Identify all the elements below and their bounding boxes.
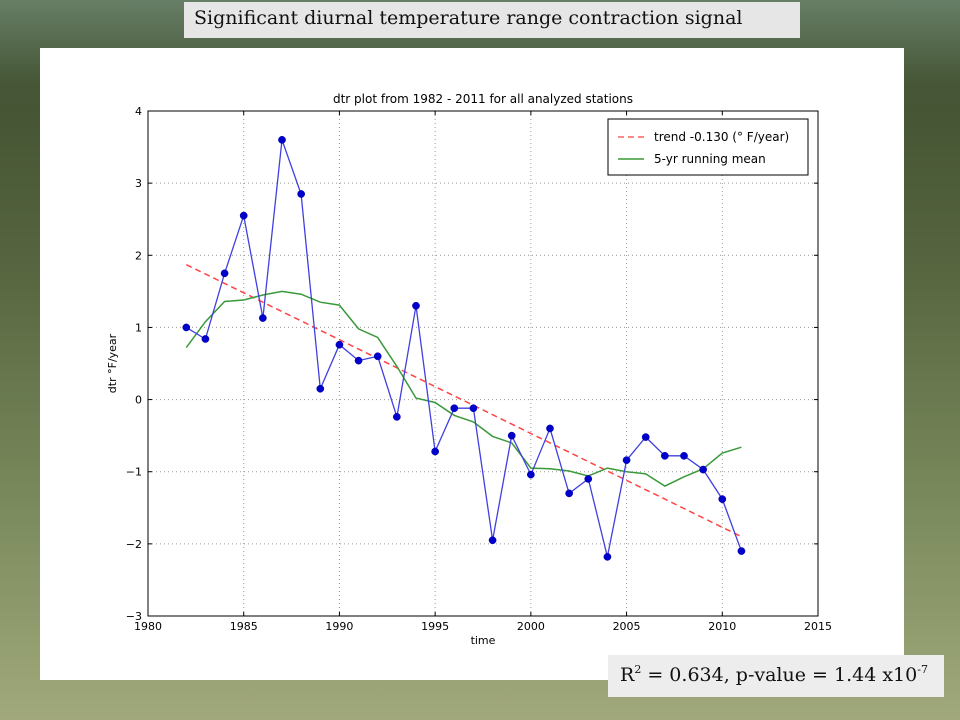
data-point (393, 413, 401, 421)
data-point (718, 495, 727, 503)
x-tick-label: 1995 (421, 620, 449, 633)
x-tick-label: 1985 (230, 620, 258, 633)
data-point (546, 424, 554, 433)
data-point (603, 552, 612, 561)
series-layer (182, 136, 746, 561)
y-tick-label: 1 (135, 321, 142, 334)
y-tick-label: 2 (135, 249, 142, 262)
data-point (297, 190, 305, 198)
data-point (316, 384, 325, 393)
x-tick-label: 2010 (708, 620, 736, 633)
legend-mean-label: 5-yr running mean (654, 152, 766, 166)
regression-stats: R2 = 0.634, p-value = 1.44 x10-7 (608, 655, 944, 697)
y-tick-label: 3 (135, 177, 142, 190)
chart-title: dtr plot from 1982 - 2011 for all analyz… (333, 92, 633, 106)
data-point (335, 340, 344, 349)
x-tick-label: 1980 (134, 620, 162, 633)
y-tick-label: −3 (126, 610, 142, 623)
grid-lines (148, 111, 818, 616)
data-point (661, 451, 669, 460)
data-point (699, 465, 707, 474)
dtr-chart: dtr plot from 1982 - 2011 for all analyz… (106, 92, 832, 647)
data-point (680, 451, 688, 460)
data-point (239, 211, 248, 220)
data-point (201, 335, 210, 343)
data-point (259, 314, 267, 322)
slide-title: Significant diurnal temperature range co… (184, 2, 800, 38)
slide-title-text: Significant diurnal temperature range co… (194, 7, 743, 29)
data-point (469, 404, 478, 413)
data-point (737, 547, 746, 555)
data-series-line (185, 139, 743, 557)
axis-ticks: 1980 1985 1990 1995 2000 2005 2010 2015 −3 −2 −1 0 1… (126, 105, 832, 633)
chart-panel: dtr plot from 1982 - 2011 for all analyz… (40, 48, 904, 680)
pvalue-exponent: -7 (917, 663, 928, 676)
data-point (641, 433, 650, 441)
data-point (373, 352, 382, 361)
y-tick-label: −2 (126, 538, 142, 551)
x-axis-label: time (471, 634, 496, 647)
data-point (278, 136, 286, 144)
legend-box (607, 118, 809, 176)
trend-series-line (185, 264, 742, 538)
r2-label: R (620, 664, 635, 686)
stats-text: = 0.634, p-value = 1.44 x10 (641, 664, 918, 686)
legend-trend-label: trend -0.130 (° F/year) (654, 130, 789, 144)
data-point (488, 536, 497, 545)
data-point (507, 431, 516, 440)
data-point (431, 447, 439, 456)
x-tick-label: 2005 (613, 620, 641, 633)
r2-exponent: 2 (634, 663, 642, 676)
y-axis-label: dtr °F/year (106, 333, 119, 393)
y-tick-label: −1 (126, 466, 142, 479)
data-point (565, 489, 573, 498)
x-tick-label: 2000 (517, 620, 545, 633)
running_mean-series-line (185, 290, 742, 487)
data-point (527, 470, 535, 479)
data-point (412, 301, 420, 310)
y-tick-label: 4 (135, 105, 142, 118)
data-point (584, 475, 593, 483)
x-tick-label: 2015 (804, 620, 832, 633)
data-point (622, 456, 631, 465)
x-tick-label: 1990 (325, 620, 353, 633)
data-point (220, 269, 229, 278)
plot-frame (147, 110, 819, 617)
y-tick-label: 0 (135, 394, 142, 407)
data-point (182, 323, 191, 332)
legend: trend -0.130 (° F/year) 5-yr running mea… (607, 118, 809, 176)
data-point (354, 356, 363, 365)
data-point (450, 404, 459, 413)
